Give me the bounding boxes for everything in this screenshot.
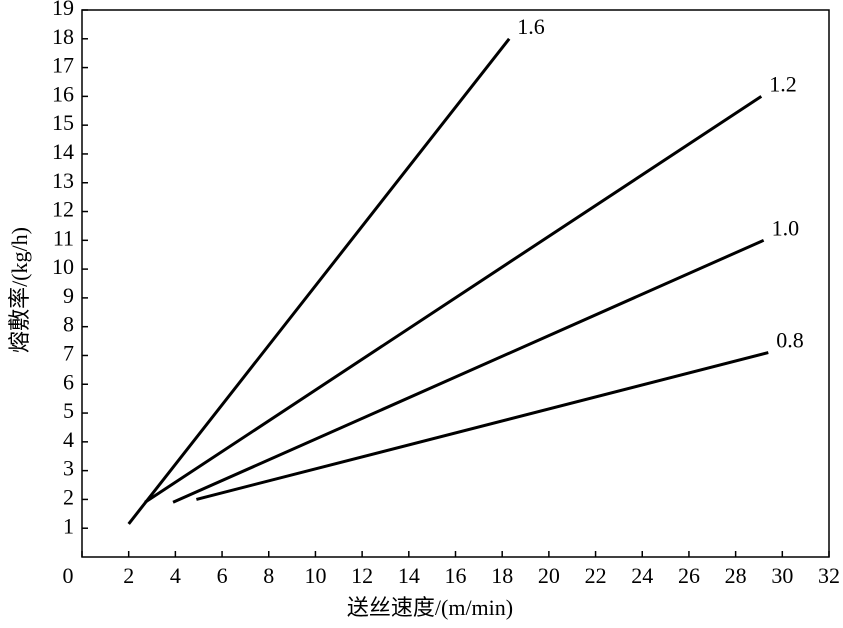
x-tick-label: 6: [217, 563, 228, 588]
x-tick-label: 12: [351, 563, 373, 588]
data-line: [172, 238, 765, 504]
series-label: 1.0: [772, 215, 800, 240]
y-tick-label: 1: [63, 513, 74, 538]
y-tick-label: 6: [63, 369, 74, 394]
x-tick-label: 20: [538, 563, 560, 588]
x-tick-label: 8: [263, 563, 274, 588]
y-axis-label: 熔敷率/(kg/h): [7, 227, 32, 353]
series-label: 1.2: [769, 71, 797, 96]
y-tick-label: 8: [63, 312, 74, 337]
y-tick-label: 4: [63, 427, 74, 452]
x-tick-label: 28: [725, 563, 747, 588]
data-line: [144, 95, 763, 504]
data-line: [196, 351, 769, 501]
y-tick-label: 18: [52, 24, 74, 49]
y-tick-label: 7: [63, 341, 74, 366]
y-tick-label: 19: [52, 0, 74, 20]
y-tick-label: 2: [63, 484, 74, 509]
y-tick-label: 13: [52, 168, 74, 193]
series-label: 0.8: [776, 328, 804, 353]
series-label: 1.6: [517, 14, 545, 39]
y-tick-label: 17: [52, 53, 74, 78]
y-tick-label: 3: [63, 456, 74, 481]
y-tick-label: 14: [52, 139, 74, 164]
x-tick-label: 2: [123, 563, 134, 588]
x-tick-label: 4: [170, 563, 181, 588]
y-tick-label: 15: [52, 110, 74, 135]
y-tick-label: 5: [63, 398, 74, 423]
y-tick-label: 12: [52, 197, 74, 222]
x-tick-label: 30: [771, 563, 793, 588]
x-axis-label: 送丝速度/(m/min): [347, 595, 513, 620]
y-tick-label: 16: [52, 81, 74, 106]
x-tick-label: 14: [398, 563, 420, 588]
plot-frame: [81, 9, 830, 558]
x-tick-label: 26: [678, 563, 700, 588]
x-tick-label: 0: [63, 563, 74, 588]
y-tick-label: 11: [53, 225, 74, 250]
x-tick-label: 22: [585, 563, 607, 588]
y-tick-label: 10: [52, 254, 74, 279]
x-tick-label: 18: [491, 563, 513, 588]
x-tick-label: 10: [304, 563, 326, 588]
x-tick-label: 32: [818, 563, 840, 588]
y-tick-label: 9: [63, 283, 74, 308]
x-tick-label: 16: [445, 563, 467, 588]
x-tick-label: 24: [631, 563, 653, 588]
data-line: [127, 37, 511, 525]
